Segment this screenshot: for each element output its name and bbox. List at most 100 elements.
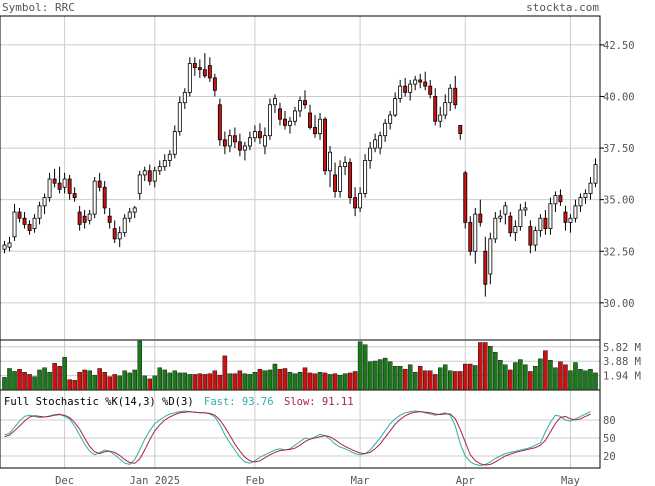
candle-body [72,193,77,199]
volume-bar [117,375,122,391]
candle-body [298,100,302,112]
candle-body [473,213,478,252]
volume-bar [372,360,378,391]
candle-body [458,124,463,135]
candle-body [533,230,538,246]
stochastic-title: Full Stochastic %K(14,3) %D(3) [4,396,194,408]
volume-bar [142,375,147,391]
candle-body [117,232,122,240]
volume-bar [162,369,168,391]
candle-body [288,120,292,126]
volume-bar [122,370,127,391]
volume-bar [252,371,258,391]
candle-body [593,164,598,184]
candle-body [242,145,247,151]
volume-bar [42,367,47,391]
volume-bar [523,364,528,391]
volume-tick-label: 3.88 M [603,356,641,368]
volume-bar [317,371,323,391]
candle-body [177,102,182,132]
candle-body [558,195,563,203]
candle-body [568,217,573,223]
candle-body [237,141,242,151]
volume-bar [307,372,313,391]
volume-bar [262,370,268,391]
candle-body [92,180,97,215]
candle-body [398,85,403,99]
candle-body [448,87,453,104]
candle-body [147,170,152,182]
candle-body [488,238,493,275]
volume-bar [227,373,233,391]
candle-body [588,182,593,194]
candle-body [578,197,583,207]
candle-body [503,205,508,215]
candle-body [553,195,558,205]
source-label: stockta.com [526,1,599,14]
candle-body [47,178,52,199]
price-tick-label: 32.50 [603,246,635,258]
candle-body [172,131,177,155]
volume-bar [7,368,12,391]
volume-bar [17,369,22,391]
volume-bar [257,369,263,391]
candle-body [563,211,568,223]
candle-body [423,81,428,87]
candle-body [508,215,513,234]
volume-bar [32,376,37,391]
candle-body [418,79,423,83]
candle-body [338,166,343,192]
volume-bar [337,374,343,391]
candle-body [518,209,523,227]
volume-bar [247,374,253,391]
volume-bar [47,371,52,391]
volume-bar [302,367,308,391]
candle-body [162,160,167,168]
candle-body [528,226,533,246]
volume-tick-label: 1.94 M [603,371,641,383]
candle-body [97,180,102,188]
volume-bar [528,371,533,391]
candle-body [77,211,82,225]
candle-body [207,65,212,79]
volume-bar [332,373,338,391]
volume-bar [107,376,112,391]
volume-bar [513,362,518,391]
candle-body [17,211,22,219]
candle-body [197,67,202,71]
volume-tick-label: 5.82 M [603,342,641,354]
price-grid [0,16,600,340]
stochastic-tick-labels: 80 50 20 [603,415,616,463]
candle-body [222,139,227,147]
candle-body [57,182,62,190]
candle-body [368,147,373,161]
volume-bar [407,364,413,391]
candle-body [32,217,37,229]
volume-bar [538,358,543,391]
stochastic-tick-label: 50 [603,433,616,445]
volume-bar [82,369,87,391]
volume-bar [453,371,458,391]
stochastic-grid [0,390,600,468]
candle-body [523,207,528,211]
candle-body [12,211,17,238]
candle-body [498,215,503,219]
candle-body [167,153,172,161]
candle-body [583,193,588,199]
volume-bar [478,342,483,391]
volume-bar [217,374,223,391]
candle-body [358,193,363,209]
candle-body [42,197,47,207]
volume-bar [422,370,428,391]
volume-bar [152,375,158,391]
price-tick-label: 30.00 [603,298,635,310]
volume-bar [427,370,433,391]
volume-bar [167,372,173,391]
volume-bar [533,366,538,391]
volume-bar [377,359,383,391]
volume-bar [52,363,57,391]
candle-body [313,127,317,135]
stochastic-fast-label: Fast: 93.76 [204,396,274,408]
volume-bar [192,374,198,391]
volume-bar [437,367,443,391]
